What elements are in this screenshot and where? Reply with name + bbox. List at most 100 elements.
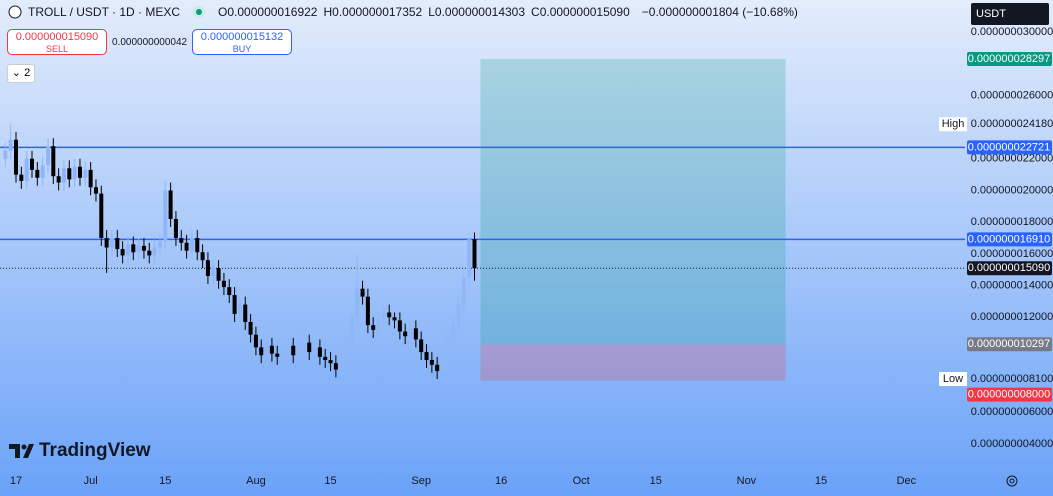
- ohlc-key: L: [428, 5, 435, 19]
- candle-body: [355, 288, 360, 318]
- candle-body: [339, 356, 344, 370]
- candle-body: [141, 245, 146, 251]
- price-tag: [967, 140, 1052, 155]
- candle-body: [35, 169, 40, 178]
- candle-body: [173, 218, 178, 239]
- y-tick-label: 0.000000018000: [971, 216, 1053, 228]
- candle-body: [237, 304, 242, 315]
- candle-body: [99, 193, 104, 239]
- ohlc-value: 0.000000016922: [227, 5, 318, 19]
- x-tick-label: 15: [815, 475, 827, 487]
- candle-body: [387, 312, 392, 318]
- candle-body: [461, 277, 466, 305]
- candle-body: [163, 190, 168, 242]
- hl-name: Low: [943, 373, 963, 385]
- candle-body: [312, 347, 317, 353]
- candle-body: [317, 347, 322, 357]
- candle-body: [195, 238, 200, 253]
- candle-body: [381, 312, 386, 319]
- candle-body: [333, 363, 338, 370]
- x-tick-label: 17: [10, 475, 22, 487]
- candle-body: [291, 345, 296, 356]
- candle-body: [8, 139, 13, 151]
- candle-body: [301, 342, 306, 351]
- candle-body: [125, 244, 130, 256]
- sell-button[interactable]: 0.000000015090 SELL: [7, 29, 107, 55]
- x-tick-label: 15: [650, 475, 662, 487]
- candle-body: [285, 345, 290, 353]
- collapse-count: 2: [24, 67, 31, 79]
- candle-body: [83, 169, 88, 178]
- candle-body: [216, 268, 221, 281]
- brand-logo: TradingView: [9, 440, 151, 462]
- candle-body: [419, 339, 424, 353]
- y-tick-label: 0.000000006000: [971, 406, 1053, 418]
- candle-body: [413, 328, 418, 340]
- candle-body: [349, 317, 354, 342]
- candle-body: [275, 353, 280, 357]
- price-tag-label: 0.000000008000: [968, 389, 1051, 401]
- currency-select[interactable]: USDT: [971, 3, 1049, 25]
- x-tick-label: Aug: [246, 475, 266, 487]
- candle-body: [467, 239, 472, 278]
- x-tick-label: 15: [324, 475, 336, 487]
- candle-body: [424, 352, 429, 361]
- candle-body: [120, 249, 125, 256]
- candle-body: [365, 296, 370, 326]
- candle-body: [109, 238, 114, 248]
- candle-body: [264, 345, 269, 356]
- buy-price: 0.000000015132: [200, 31, 284, 43]
- candle-body: [376, 318, 381, 330]
- price-tag: [967, 337, 1052, 352]
- collapse-button[interactable]: ⌄ 2: [7, 64, 35, 83]
- hl-badge: [939, 372, 967, 387]
- candle-body: [397, 320, 402, 332]
- candle-body: [205, 260, 210, 277]
- x-tick-label: Oct: [573, 475, 590, 487]
- candle-body: [269, 345, 274, 354]
- y-tick-label: 0.000000016000: [971, 248, 1053, 260]
- symbol[interactable]: TROLL / USDT · 1D · MEXC: [28, 5, 181, 19]
- candle-body: [200, 252, 205, 261]
- candle-body: [168, 190, 173, 219]
- spread: 0.000000000042: [112, 37, 188, 48]
- y-tick-label: 0.000000022000: [971, 153, 1053, 165]
- brand-mark: [9, 444, 34, 458]
- y-tick-label: 0.000000012000: [971, 311, 1053, 323]
- candle-body: [456, 304, 461, 326]
- target-zone: [480, 58, 786, 345]
- candle-body: [131, 244, 136, 253]
- settings-icon[interactable]: [1004, 473, 1020, 489]
- candle-body: [440, 353, 445, 372]
- price-tag: [967, 261, 1052, 276]
- currency: USDT: [976, 8, 1006, 20]
- price-tag: [967, 387, 1052, 402]
- y-tick-label: 0.000000020000: [971, 184, 1053, 196]
- candle-body: [104, 238, 109, 248]
- y-tick-label: 0.000000004000: [971, 438, 1053, 450]
- candle-body: [157, 241, 162, 248]
- candle-body: [280, 352, 285, 357]
- change: −0.000000001804 (−10.68%): [641, 5, 798, 19]
- candle-body: [259, 347, 264, 356]
- candle-body: [51, 146, 56, 177]
- y-tick-label: 0.000000014000: [971, 279, 1053, 291]
- ohlc-value: 0.000000015090: [539, 5, 630, 19]
- candle-body: [307, 342, 312, 353]
- candle-body: [451, 325, 456, 340]
- price-tag: [967, 232, 1052, 247]
- candle-body: [445, 339, 450, 354]
- candle-body: [13, 139, 18, 175]
- candle-body: [72, 166, 77, 180]
- candle-body: [77, 166, 82, 178]
- buy-button[interactable]: 0.000000015132 BUY: [192, 29, 292, 55]
- candle-body: [211, 268, 216, 277]
- candle-body: [184, 242, 189, 251]
- candle-body: [232, 295, 237, 315]
- price-tag: [967, 51, 1052, 66]
- candle-body: [93, 187, 98, 194]
- candle-body: [221, 280, 226, 288]
- candle-body: [253, 334, 258, 348]
